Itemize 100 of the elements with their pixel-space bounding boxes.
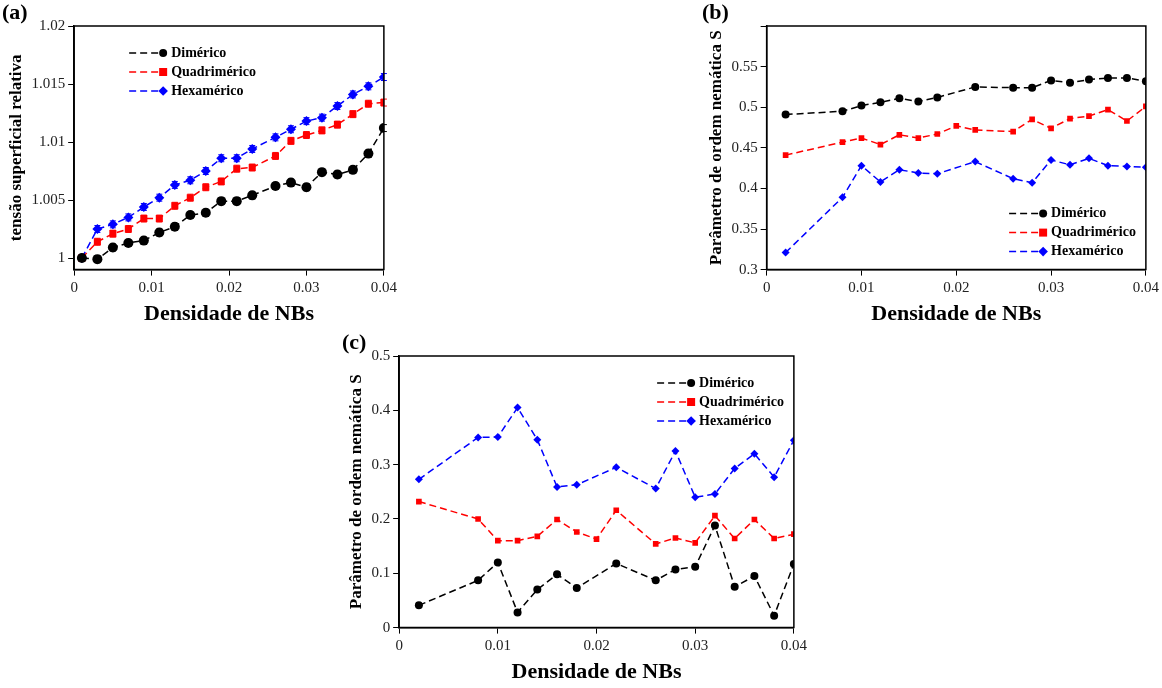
point	[1105, 106, 1111, 113]
y-axis-title: Parâmetro de ordem nemática S	[705, 30, 725, 266]
point	[1103, 161, 1112, 170]
y-tick-label: 0.55	[731, 57, 758, 74]
point	[781, 248, 790, 257]
x-tick-label: 0.02	[583, 636, 610, 653]
legend-label: Dimérico	[1051, 205, 1107, 221]
point	[1028, 178, 1037, 187]
point	[475, 516, 481, 522]
x-tick-label: 0.02	[215, 278, 243, 295]
point	[895, 165, 904, 174]
point	[692, 540, 699, 546]
point	[573, 529, 580, 535]
point	[493, 432, 502, 441]
legend-label: Quadrimérico	[699, 393, 784, 409]
point	[1010, 128, 1016, 135]
point	[839, 139, 846, 145]
y-tick-label: 0.4	[371, 401, 391, 418]
point	[712, 512, 718, 519]
point	[1009, 83, 1018, 92]
x-tick-label: 0.02	[943, 278, 970, 295]
point	[414, 475, 423, 484]
y-tick-label: 1	[57, 248, 66, 265]
y-tick-label: 0.2	[371, 509, 391, 526]
point	[857, 161, 866, 170]
point	[513, 608, 522, 617]
legend-label: Quadrimérico	[1051, 224, 1136, 240]
point	[1029, 116, 1035, 123]
point	[613, 507, 620, 514]
point	[513, 403, 522, 412]
point	[914, 97, 923, 106]
y-axis-title: Parâmetro de ordem nemática S	[345, 374, 365, 610]
point	[971, 82, 980, 91]
point	[730, 464, 739, 473]
point	[534, 533, 541, 540]
point	[770, 473, 779, 482]
y-tick-label: 0.3	[371, 455, 391, 472]
point	[533, 585, 542, 594]
point	[1122, 162, 1131, 171]
y-tick-label: 0.4	[738, 179, 759, 196]
x-tick-label: 0.03	[1037, 278, 1065, 295]
y-tick-label: 0.45	[731, 138, 758, 155]
x-axis-title: Densidade de NBs	[871, 300, 1042, 326]
point	[1103, 73, 1112, 82]
point	[876, 98, 885, 107]
x-tick-label: 0	[70, 278, 78, 295]
point	[914, 168, 923, 177]
point	[671, 447, 680, 456]
x-axis-title: Densidade de NBs	[144, 300, 315, 326]
chart-title: (c)	[342, 328, 367, 354]
point	[691, 493, 700, 502]
point	[857, 101, 866, 110]
x-tick-label: 0	[762, 278, 771, 295]
point	[1086, 113, 1092, 119]
point	[972, 127, 979, 133]
point	[915, 135, 922, 141]
point	[896, 131, 903, 138]
point	[553, 482, 562, 491]
point	[1122, 73, 1131, 82]
legend-label: Hexamérico	[699, 412, 772, 428]
y-tick-label: 1.01	[38, 132, 66, 149]
point	[971, 157, 980, 166]
y-tick-label: 1.015	[31, 74, 66, 91]
point	[493, 558, 502, 567]
x-tick-label: 0.01	[848, 278, 875, 295]
point	[933, 93, 942, 102]
x-tick-label: 0.04	[370, 278, 398, 295]
point	[495, 537, 501, 544]
point	[514, 537, 521, 544]
point	[710, 489, 719, 498]
x-tick-label: 0.03	[293, 278, 320, 295]
y-tick-label: 0.5	[371, 346, 391, 363]
y-tick-label: 1.005	[31, 190, 66, 207]
y-axis-title: tensão superficial relativa	[5, 53, 25, 242]
point	[933, 169, 942, 178]
chart-title: (a)	[2, 0, 28, 24]
point	[710, 521, 719, 530]
point	[782, 152, 789, 158]
x-tick-label: 0.03	[682, 636, 709, 653]
point	[612, 463, 621, 472]
point	[895, 94, 904, 103]
point	[1066, 78, 1075, 87]
point	[671, 565, 680, 574]
x-tick-label: 0.04	[780, 636, 808, 653]
point	[1124, 118, 1130, 124]
point	[533, 435, 542, 444]
y-tick-label: 0.1	[371, 564, 391, 581]
point	[612, 559, 621, 568]
point	[651, 576, 660, 585]
y-tick-label: 1.02	[38, 16, 66, 33]
point	[934, 131, 941, 137]
point	[691, 562, 700, 571]
point	[858, 135, 865, 141]
point	[750, 572, 759, 580]
point	[838, 193, 847, 202]
y-tick-label: 0	[382, 618, 391, 635]
point	[474, 433, 483, 442]
x-axis-title: Densidade de NBs	[511, 658, 682, 684]
point	[1047, 76, 1056, 85]
point	[838, 107, 847, 116]
